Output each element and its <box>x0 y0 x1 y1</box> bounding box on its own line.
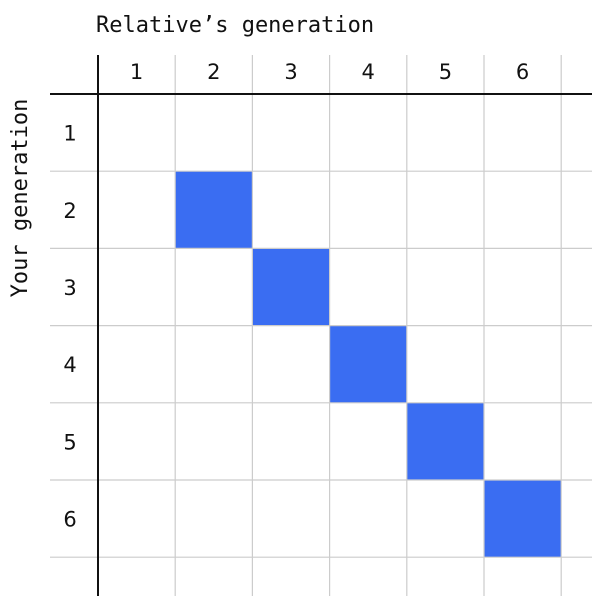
row-label-2: 2 <box>63 199 76 223</box>
highlight-cells <box>175 171 562 558</box>
highlight-cell-r6-c6 <box>484 480 562 558</box>
row-axis-title: Your generation <box>8 99 33 298</box>
row-labels: 1 2 3 4 5 6 <box>63 122 76 532</box>
row-label-3: 3 <box>63 276 76 300</box>
row-label-6: 6 <box>63 508 76 532</box>
highlight-cell-r3-c3 <box>252 248 330 326</box>
column-label-2: 2 <box>207 60 220 84</box>
column-label-4: 4 <box>362 60 375 84</box>
row-label-4: 4 <box>63 353 76 377</box>
highlight-cell-r4-c4 <box>329 325 407 403</box>
row-label-5: 5 <box>63 430 76 454</box>
column-label-1: 1 <box>130 60 143 84</box>
column-labels: 1 2 3 4 5 6 <box>130 60 529 84</box>
grid-lines <box>50 55 592 596</box>
highlight-cell-r5-c5 <box>406 402 484 480</box>
column-axis-title: Relative’s generation <box>96 13 374 38</box>
highlight-cell-r2-c2 <box>175 171 253 249</box>
row-label-1: 1 <box>63 122 76 146</box>
column-label-6: 6 <box>516 60 529 84</box>
column-label-3: 3 <box>284 60 297 84</box>
column-label-5: 5 <box>439 60 452 84</box>
